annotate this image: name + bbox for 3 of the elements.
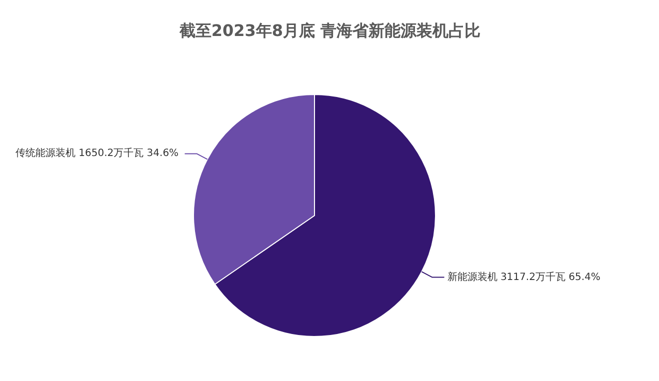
slice-label: 新能源装机 3117.2万千瓦 65.4%: [447, 270, 600, 283]
chart-title: 截至2023年8月底 青海省新能源装机占比: [178, 21, 481, 40]
slice-label: 传统能源装机 1650.2万千瓦 34.6%: [15, 147, 179, 160]
